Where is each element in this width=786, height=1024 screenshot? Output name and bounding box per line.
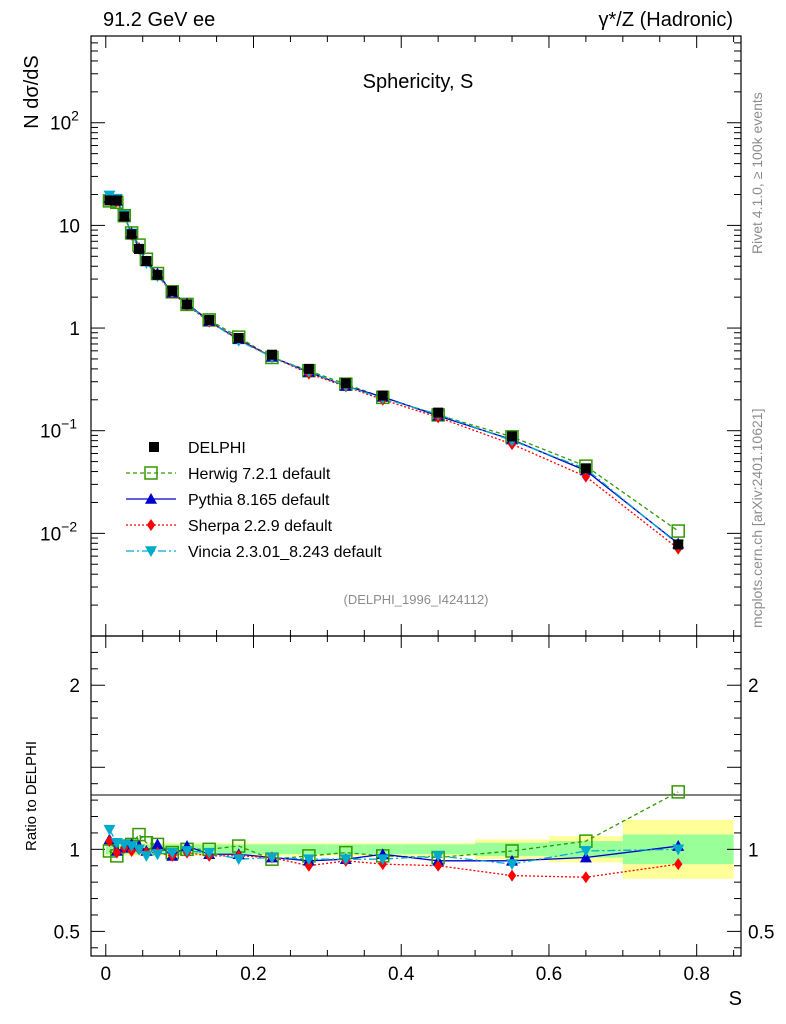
ratio-series-point — [151, 838, 164, 850]
ratio-tick-label-right: 0.5 — [748, 922, 774, 943]
ratio-series-point — [203, 847, 216, 859]
y-tick-label: 102 — [50, 108, 79, 135]
data-point — [266, 349, 277, 360]
y-tick-label: 10 — [59, 216, 80, 237]
ratio-series-point — [140, 851, 153, 862]
legend-marker — [145, 493, 157, 504]
analysis-tag: (DELPHI_1996_I424112) — [343, 592, 488, 607]
data-point — [673, 539, 684, 550]
data-point — [303, 363, 314, 374]
x-tick-label: 0.2 — [240, 964, 266, 985]
data-point — [182, 299, 193, 310]
ratio-band-inner — [253, 844, 291, 855]
axis-ticks — [91, 35, 741, 956]
ratio-series-point — [304, 859, 314, 872]
data-point — [119, 211, 130, 222]
legend-label: DELPHI — [188, 440, 246, 457]
ratio-series-point — [579, 846, 592, 857]
data-point — [167, 285, 178, 296]
y-tick-label: 10−1 — [40, 416, 77, 443]
process-label: γ*/Z (Hadronic) — [599, 9, 733, 31]
ratio-series-point — [151, 849, 164, 861]
ratio-band-inner — [401, 844, 476, 855]
ratio-series-point — [339, 854, 352, 866]
y-tick-label: 1 — [69, 319, 80, 340]
ratio-series-point — [181, 846, 194, 857]
ratio-series-point — [166, 847, 179, 859]
data-point — [580, 463, 591, 474]
ratio-series-point — [125, 841, 138, 853]
chart-title: Sphericity, S — [363, 71, 474, 93]
legend-label: Vincia 2.3.01_8.243 default — [188, 544, 382, 561]
data-point — [141, 255, 152, 266]
ratio-series-point — [433, 859, 443, 872]
ratio-tick-label-left: 1 — [69, 840, 80, 861]
ratio-series-point — [507, 869, 517, 882]
ratio-series-point — [671, 785, 685, 799]
legend-marker — [144, 466, 158, 480]
y-tick-label: 10−2 — [40, 518, 77, 545]
mcplots-label: mcplots.cern.ch [arXiv:2401.10621] — [749, 409, 765, 628]
ratio-band-inner — [105, 844, 114, 855]
ratio-series-point — [112, 846, 122, 859]
ratio-series-point — [265, 852, 278, 864]
x-axis-label: S — [729, 988, 742, 1010]
ratio-band-inner — [475, 842, 549, 856]
ratio-series-point — [133, 844, 146, 856]
x-tick-label: 0.4 — [388, 964, 415, 985]
data-point — [126, 229, 137, 240]
ratio-tick-label-right: 1 — [748, 840, 759, 861]
data-point — [507, 431, 518, 442]
data-point — [134, 243, 145, 254]
ratio-plot-frame — [90, 635, 742, 957]
ratio-tick-label-left: 2 — [69, 676, 80, 697]
legend-label: Sherpa 2.2.9 default — [188, 518, 333, 535]
legend-marker-data — [149, 442, 159, 452]
main-series-group — [102, 190, 685, 555]
ratio-axis-label: Ratio to DELPHI — [23, 741, 40, 851]
data-point — [204, 314, 215, 325]
x-tick-label: 0.8 — [683, 964, 709, 985]
ratio-series-point — [581, 871, 591, 884]
y-axis-label: N dσ/dS — [21, 55, 43, 129]
ratio-series-point — [672, 844, 685, 856]
ratio-series-point — [432, 851, 445, 862]
ratio-tick-label-left: 0.5 — [54, 922, 80, 943]
legend-label: Herwig 7.2.1 default — [188, 466, 331, 483]
legend-marker — [145, 546, 157, 557]
data-point — [340, 378, 351, 389]
rivet-version-label: Rivet 4.1.0, ≥ 100k events — [749, 92, 765, 254]
ratio-series-point — [232, 854, 245, 866]
data-point — [233, 332, 244, 343]
ratio-series-point — [302, 854, 315, 866]
data-point — [104, 195, 115, 206]
ratio-series-point — [103, 824, 116, 836]
ratio-series-point — [674, 858, 683, 871]
ratio-series-group — [102, 785, 685, 884]
series-point — [581, 470, 591, 483]
ratio-band-inner — [327, 844, 365, 855]
energy-label: 91.2 GeV ee — [103, 9, 215, 31]
legend-marker — [146, 519, 156, 531]
legend-label: Pythia 8.165 default — [188, 492, 330, 509]
ratio-tick-label-right: 2 — [748, 676, 759, 697]
data-point — [433, 407, 444, 418]
data-point — [111, 195, 122, 206]
series-point — [671, 524, 685, 538]
x-tick-label: 0 — [100, 964, 111, 985]
x-tick-label: 0.6 — [536, 964, 562, 985]
data-point — [377, 390, 388, 401]
data-point — [152, 269, 163, 280]
legend: DELPHI Herwig 7.2.1 default Pythia 8.165 d… — [126, 440, 382, 561]
ratio-series-point — [506, 859, 519, 871]
ratio-series-point — [376, 854, 389, 866]
